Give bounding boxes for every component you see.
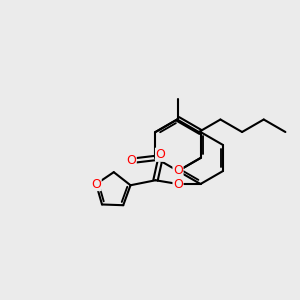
Text: O: O <box>173 178 183 190</box>
Text: O: O <box>126 154 136 167</box>
Text: O: O <box>91 178 101 190</box>
Text: O: O <box>156 148 166 161</box>
Text: O: O <box>173 164 183 178</box>
